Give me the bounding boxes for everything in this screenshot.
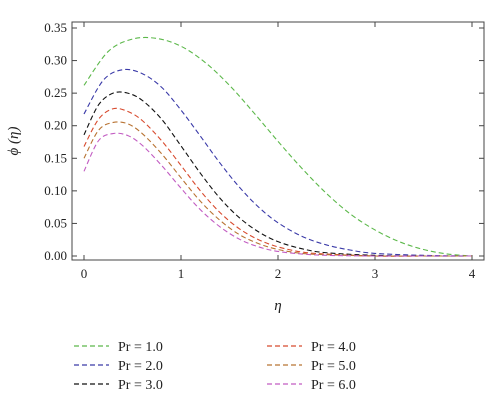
y-tick-label: 0.05 — [44, 215, 67, 230]
y-tick-label: 0.20 — [44, 118, 67, 133]
plot-frame — [71, 21, 485, 261]
y-axis-ticks: 0.00 0.05 0.10 0.15 0.20 0.25 0.30 0.35 — [44, 20, 484, 263]
y-tick-label: 0.35 — [44, 20, 67, 35]
series-line-6 — [83, 132, 472, 257]
x-tick-label: 2 — [275, 266, 282, 281]
legend-label-3: Pr = 3.0 — [118, 378, 163, 393]
plot-border — [71, 21, 485, 261]
legend-label-2: Pr = 2.0 — [118, 359, 163, 374]
series-line-2 — [83, 68, 473, 257]
series-line-1 — [83, 36, 473, 257]
y-tick-label: 0.15 — [44, 150, 67, 165]
y-tick-label: 0.00 — [44, 248, 67, 263]
legend: Pr = 1.0 Pr = 2.0 Pr = 3.0 Pr = 4.0 Pr = 5.0… — [74, 340, 356, 393]
legend-label-5: Pr = 5.0 — [311, 359, 356, 374]
y-axis-label: ϕ (η) — [6, 127, 22, 156]
legend-label-4: Pr = 4.0 — [311, 340, 356, 355]
x-tick-label: 1 — [178, 266, 185, 281]
legend-label-1: Pr = 1.0 — [118, 340, 163, 355]
legend-label-6: Pr = 6.0 — [311, 378, 356, 393]
series-line-4 — [83, 107, 472, 257]
y-tick-label: 0.30 — [44, 53, 67, 68]
x-tick-label: 3 — [372, 266, 379, 281]
series-line-3 — [83, 91, 473, 257]
y-tick-label: 0.25 — [44, 85, 67, 100]
x-axis-label: η — [274, 298, 281, 314]
x-tick-label: 4 — [469, 266, 476, 281]
series-lines — [83, 36, 473, 257]
x-tick-label: 0 — [81, 266, 88, 281]
y-tick-label: 0.10 — [44, 183, 67, 198]
